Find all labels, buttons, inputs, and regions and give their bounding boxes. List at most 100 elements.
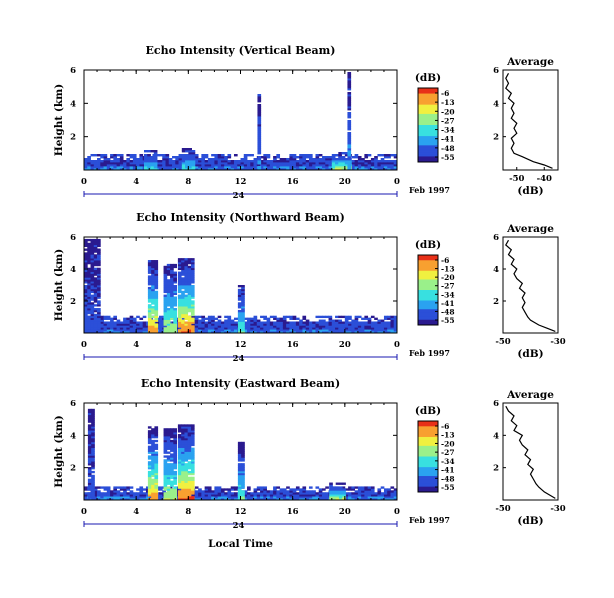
profile-y-tick-label: 2 xyxy=(493,464,499,474)
heatmap-cell xyxy=(119,162,124,165)
heatmap-cell xyxy=(184,486,189,489)
heatmap-cell xyxy=(151,432,155,435)
heatmap-cell xyxy=(170,277,174,280)
colorbar-title: (dB) xyxy=(415,405,441,417)
heatmap-cell xyxy=(198,492,202,495)
heatmap-cell xyxy=(241,306,245,309)
colorbar-segment xyxy=(418,298,438,301)
heatmap-cell xyxy=(162,166,166,169)
heatmap-cell xyxy=(370,162,375,165)
heatmap-cell xyxy=(113,325,118,328)
heatmap-cell xyxy=(103,486,108,489)
heatmap-cell xyxy=(154,457,159,460)
colorbar-segment xyxy=(418,88,438,91)
heatmap-cell xyxy=(91,474,95,478)
heatmap-cell xyxy=(220,496,225,499)
heatmap-cell xyxy=(153,152,158,155)
heatmap-cell xyxy=(163,269,168,272)
heatmap-cell xyxy=(106,166,111,169)
heatmap-cell xyxy=(87,484,92,487)
heatmap-cell xyxy=(354,321,359,324)
heatmap-cell xyxy=(260,162,264,165)
heatmap-cell xyxy=(217,496,222,499)
heatmap-cell xyxy=(100,494,104,497)
heatmap-cell xyxy=(173,486,177,489)
heatmap-cell xyxy=(342,498,346,501)
heatmap-cell xyxy=(87,285,91,288)
heatmap-cell xyxy=(100,315,104,319)
heatmap-cell xyxy=(347,120,352,123)
heatmap-cell xyxy=(374,494,378,497)
colorbar-segment xyxy=(418,302,438,305)
heatmap-cell xyxy=(170,290,174,294)
heatmap-cell xyxy=(97,492,101,495)
heatmap-cell xyxy=(103,321,108,324)
heatmap-cell xyxy=(335,486,340,489)
heatmap-cell xyxy=(347,124,352,127)
heatmap-cell xyxy=(335,327,339,330)
heatmap-cell xyxy=(198,168,202,171)
heatmap-cell xyxy=(377,319,382,322)
heatmap-cell xyxy=(273,166,277,169)
heatmap-cell xyxy=(87,290,91,294)
y-tick-label: 6 xyxy=(70,399,76,409)
heatmap-cell xyxy=(181,496,185,499)
heatmap-cell xyxy=(354,164,359,167)
heatmap-cell xyxy=(158,488,163,491)
heatmap-cell xyxy=(227,327,232,330)
heatmap-cell xyxy=(97,286,101,290)
heatmap-cell xyxy=(187,300,192,303)
profile-x-tick-label: -50 xyxy=(495,504,510,514)
heatmap-cell xyxy=(227,325,232,328)
heatmap-cell xyxy=(295,488,300,491)
heatmap-cell xyxy=(354,315,359,319)
colorbar-segment xyxy=(418,143,438,146)
heatmap-cell xyxy=(129,319,134,322)
heatmap-cell xyxy=(354,486,359,489)
profile-frame xyxy=(502,402,559,501)
heatmap-cell xyxy=(91,480,95,483)
heatmap-cell xyxy=(91,470,95,474)
heatmap-cell xyxy=(173,435,177,439)
colorbar-segment xyxy=(418,477,438,481)
heatmap-cell xyxy=(93,285,98,288)
heatmap-cell xyxy=(257,114,262,117)
heatmap-cell xyxy=(347,80,352,83)
heatmap-cell xyxy=(110,494,114,497)
heatmap-cell xyxy=(154,275,159,278)
heatmap-cell xyxy=(241,463,245,466)
heatmap-cell xyxy=(341,160,346,163)
heatmap-cell xyxy=(103,327,108,330)
heatmap-cell xyxy=(260,486,264,489)
heatmap-cell xyxy=(163,288,168,292)
colorbar-segment xyxy=(418,488,438,491)
heatmap-cell xyxy=(166,441,171,445)
heatmap-cell xyxy=(256,323,261,326)
heatmap-cell xyxy=(338,154,342,157)
heatmap-cell xyxy=(341,168,346,171)
heatmap-cell xyxy=(344,498,349,501)
heatmap-cell xyxy=(347,104,352,107)
heatmap-cell xyxy=(357,327,362,330)
heatmap-cell xyxy=(175,168,179,171)
heatmap-cell xyxy=(93,248,98,251)
heatmap-cell xyxy=(257,158,262,161)
colorbar-tick-label: -41 xyxy=(441,135,455,144)
heatmap-cell xyxy=(241,486,245,489)
heatmap-cell xyxy=(305,154,310,157)
heatmap-cell xyxy=(357,160,362,163)
heatmap-cell xyxy=(207,496,212,499)
heatmap-cell xyxy=(370,327,375,330)
heatmap-cell xyxy=(243,317,248,320)
heatmap-cell xyxy=(181,302,185,305)
heatmap-cell xyxy=(387,321,391,324)
heatmap-cell xyxy=(123,166,127,169)
heatmap-cell xyxy=(295,486,300,489)
heatmap-cell xyxy=(84,254,88,257)
heatmap-cell xyxy=(308,496,313,499)
heatmap-cell xyxy=(181,323,185,326)
heatmap-cell xyxy=(269,327,274,330)
heatmap-cell xyxy=(237,467,242,470)
heatmap-cell xyxy=(163,304,168,307)
heatmap-cell xyxy=(123,319,127,322)
